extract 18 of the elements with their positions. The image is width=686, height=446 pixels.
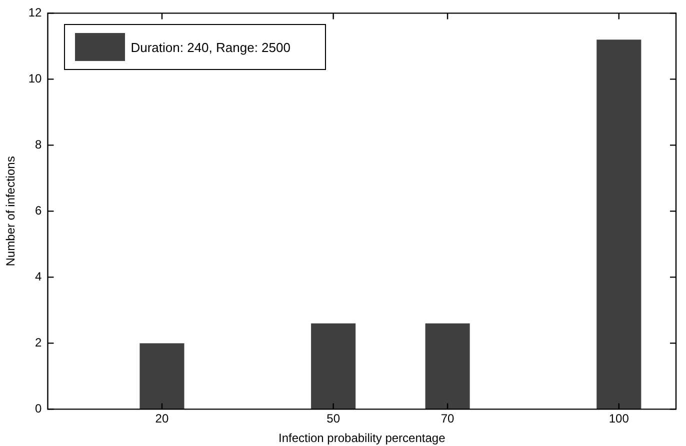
legend-label: Duration: 240, Range: 2500 [130, 40, 290, 55]
y-axis-title: Number of infections [4, 156, 18, 266]
y-tick-label: 0 [35, 402, 42, 416]
bar [425, 323, 470, 410]
bar [311, 323, 356, 410]
y-tick-label: 2 [35, 336, 42, 350]
y-tick-label: 8 [35, 138, 42, 152]
x-tick-label: 50 [326, 412, 340, 426]
y-tick-label: 6 [35, 204, 42, 218]
y-tick-label: 10 [28, 72, 42, 86]
bar [140, 343, 184, 410]
x-tick-label: 70 [440, 412, 455, 426]
x-axis-title: Infection probability percentage [278, 431, 446, 446]
bar [596, 40, 642, 410]
y-tick-label: 12 [28, 6, 42, 20]
x-tick-label: 100 [608, 412, 630, 426]
y-tick-label: 4 [35, 270, 42, 284]
x-tick-label: 20 [155, 412, 169, 426]
